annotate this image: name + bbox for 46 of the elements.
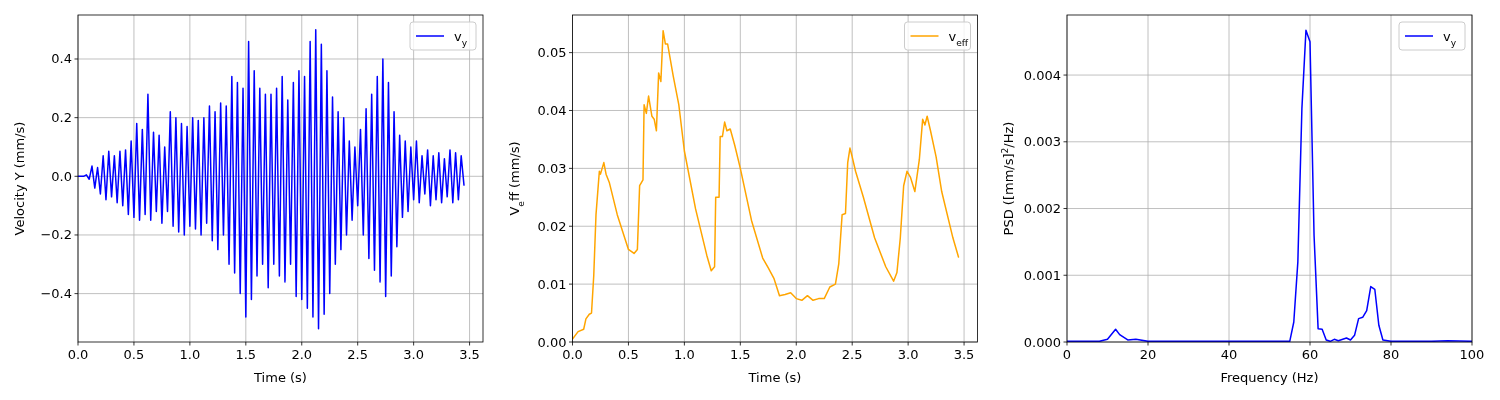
x-tick-label: 0.0 [562, 347, 583, 362]
legend-label: v$_{y}$ [454, 29, 468, 48]
y-tick-label: −0.2 [40, 227, 72, 243]
y-tick-label: 0.003 [1023, 134, 1061, 150]
x-axis-title: Time (s) [253, 370, 307, 385]
y-tick-label: 0.04 [537, 103, 567, 118]
x-tick-label: 3.5 [459, 347, 480, 362]
x-tick-label: 20 [1139, 347, 1157, 362]
x-tick-label: 3.0 [897, 347, 919, 362]
y-tick-label: 0.05 [537, 45, 567, 61]
line-series [78, 28, 465, 330]
y-tick-label: 0.00 [537, 334, 567, 350]
x-tick-label: 0.0 [67, 347, 89, 362]
y-tick-label: 0.004 [1023, 67, 1061, 83]
x-tick-label: 1.0 [179, 347, 201, 362]
y-tick-label: 0.0 [51, 168, 72, 184]
x-tick-label: 0.5 [123, 347, 145, 362]
y-tick-label: 0.2 [51, 110, 72, 126]
y-tick-label: 0.4 [51, 51, 72, 67]
x-tick-label: 80 [1382, 347, 1400, 362]
y-axis-title: Velocity Y (mm/s) [12, 121, 27, 236]
x-tick-label: 40 [1220, 347, 1238, 362]
x-tick-label: 100 [1459, 347, 1485, 362]
x-tick-label: 3.0 [403, 347, 424, 362]
x-tick-label: 1.5 [729, 347, 751, 362]
legend-label: v$_{eff}$ [948, 29, 969, 48]
x-tick-label: 2.0 [785, 347, 807, 362]
x-tick-label: 2.5 [347, 347, 369, 362]
x-tick-label: 0.5 [618, 347, 639, 362]
x-tick-label: 3.5 [953, 347, 975, 362]
y-tick-label: 0.01 [537, 276, 567, 292]
x-tick-label: 2.5 [841, 347, 863, 362]
x-axis-title: Frequency (Hz) [1220, 370, 1319, 385]
y-tick-label: 0.000 [1023, 334, 1061, 350]
x-tick-label: 2.0 [291, 347, 313, 362]
y-tick-label: 0.001 [1023, 267, 1061, 283]
legend-label: v$_{y}$ [1443, 29, 1457, 48]
x-axis-title: Time (s) [747, 370, 802, 385]
y-tick-label: 0.03 [537, 160, 567, 176]
x-tick-label: 1.5 [235, 347, 257, 362]
y-tick-label: 0.02 [537, 218, 567, 234]
x-tick-label: 1.0 [674, 347, 695, 362]
x-tick-label: 0 [1062, 347, 1072, 362]
y-tick-label: 0.002 [1023, 201, 1061, 217]
y-tick-label: −0.4 [40, 286, 72, 302]
x-tick-label: 60 [1301, 347, 1319, 362]
